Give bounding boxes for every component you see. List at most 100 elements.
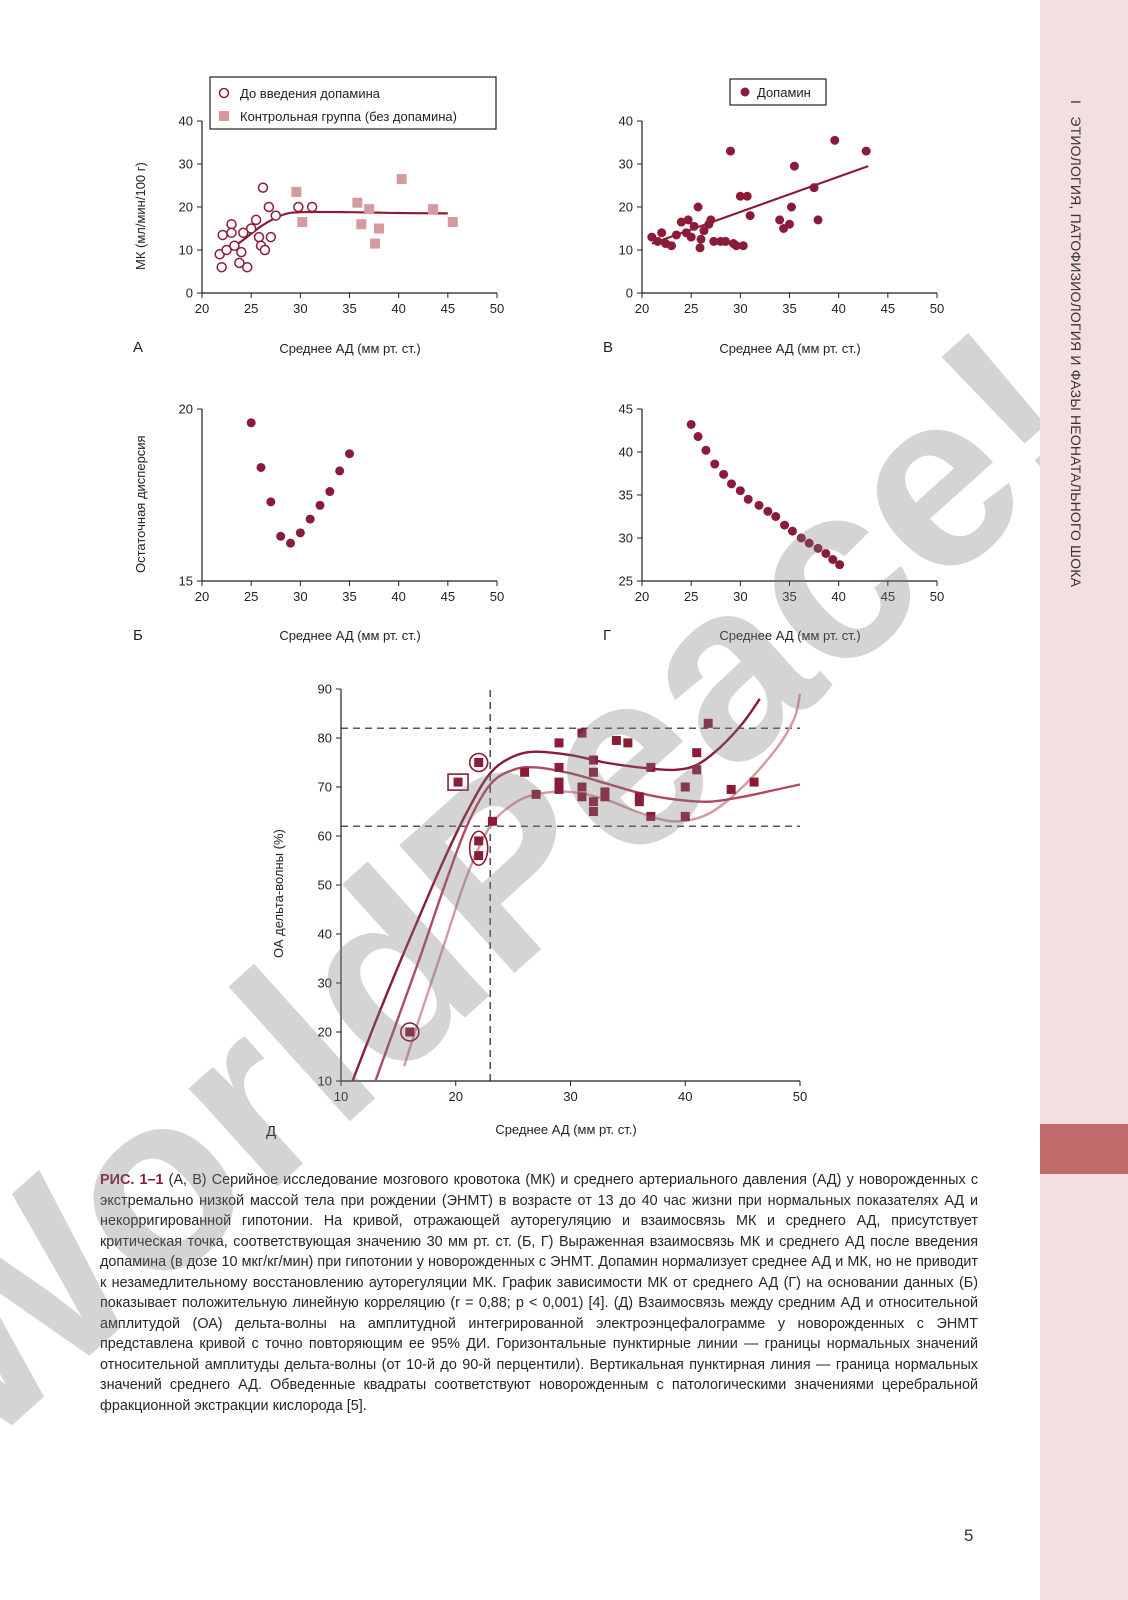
legend-square-marker [219,111,229,121]
panel-be-ylabel: Остаточная дисперсия [133,435,148,573]
panel-b-dopamine-point [742,191,752,201]
panel-a-control-point [428,204,439,215]
panel-b-y-tick-label: 40 [619,114,633,129]
panel-a-chart: 20 25 30 35 40 45 50 0 10 20 30 40 [179,114,505,317]
panel-b-dopamine-point [699,226,709,236]
panel-b-dopamine-point [657,228,667,238]
legend-filled-circle-marker [740,87,750,97]
panel-a-before-dopamine-point [306,201,318,213]
panel-a-legend: До введения допамина Контрольная группа … [209,76,497,130]
panel-b-x-tick-label: 35 [782,301,796,316]
panel-ge-y-tick-label: 25 [619,574,633,589]
panel-de-letter: Д [266,1123,276,1140]
panel-ge-point [754,500,764,510]
panel-be-x-tick-label: 25 [244,589,258,604]
legend-label-before-dopamine: До введения допамина [240,86,381,101]
panel-be-letter: Б [133,627,143,644]
panel-de-point [453,777,463,787]
panel-ge-y-tick-label: 40 [619,445,633,460]
panel-b-y-tick-label: 30 [619,157,633,172]
panel-b-dopamine-point [861,146,871,156]
panel-ge-x-tick-label: 35 [782,589,796,604]
panel-de-point [588,807,598,816]
panel-ge-x-tick-label: 25 [684,589,698,604]
panel-a-letter: А [133,339,143,356]
panel-de-y-tick-label: 40 [318,927,332,942]
panel-a-before-dopamine-point [259,244,271,256]
panel-a-y-tick-label: 40 [179,114,193,129]
panel-ge-point [796,533,806,543]
panel-a-fit-line [221,210,448,256]
panel-b-fit-line [651,165,869,245]
panel-a-y-tick-label: 10 [179,243,193,258]
panel-de-point [554,784,564,794]
panel-a-control-point [356,219,367,230]
panel-ge-y-tick-label: 45 [619,402,633,417]
panel-ge-point [804,538,814,548]
panel-ge-point [693,432,703,442]
panel-de-point [474,758,484,767]
panel-be-point [256,462,266,472]
panel-de-highlight-circle [468,752,489,773]
panel-ge-point [735,486,745,496]
panel-a-ylabel: МК (мл/мин/100 г) [133,162,148,270]
panel-ge-point [828,555,838,564]
panel-b-legend: Допамин [729,78,827,106]
section-number: I [1068,100,1084,105]
panel-be-point [266,497,276,507]
legend-open-circle-marker [218,87,230,99]
panel-be-point [286,538,295,548]
panel-de-point [623,738,633,748]
panel-de-point [487,816,497,826]
panel-de-xlabel: Среднее АД (мм рт. ст.) [495,1122,636,1137]
panel-de-y-tick-label: 80 [318,731,332,746]
panel-b-dopamine-point [683,215,693,225]
panel-de-x-tick-label: 40 [678,1089,692,1104]
panel-be-x-tick-label: 35 [342,589,356,604]
sidebar-tab-marker [1040,1124,1128,1174]
panel-b-xlabel: Среднее АД (мм рт. ст.) [719,341,860,356]
panel-a-before-dopamine-point [217,229,228,241]
panel-de-point [474,851,484,861]
panel-b-dopamine-point [676,217,686,227]
panel-be-y-tick-label: 15 [179,574,193,589]
panel-de-y-tick-label: 30 [318,976,332,991]
panel-a-before-dopamine-point [236,246,247,258]
panel-be-x-tick-label: 50 [490,589,504,604]
panel-de-point [749,777,759,787]
panel-a-control-point [297,217,308,228]
panel-ge-x-tick-label: 40 [831,589,845,604]
panel-de-point [634,792,644,802]
panel-de-highlight-circle [400,1022,420,1042]
panel-a-before-dopamine-point [245,223,257,234]
panel-be-point [335,466,345,476]
panel-b-dopamine-point [738,241,748,251]
panel-a-before-dopamine-point [238,227,249,239]
panel-a-x-tick-label: 50 [490,301,504,316]
panel-de-point [577,728,587,738]
panel-b-dopamine-point [667,241,676,251]
panel-ge-point [771,512,781,521]
panel-a-control-point [370,238,381,249]
panel-de-point [600,787,610,797]
panel-de-point [588,767,598,777]
panel-de-y-tick-label: 70 [318,780,332,795]
panel-ge-point [787,526,797,536]
panel-be-x-tick-label: 45 [441,589,455,604]
panel-de-y-tick-label: 50 [318,878,332,893]
figure-caption: РИС. 1–1 (А, В) Серийное исследование мо… [100,1170,978,1416]
panel-a-control-point [374,223,384,234]
panel-ge-point [835,560,845,570]
panel-a-before-dopamine-point [293,201,304,213]
section-sidebar [1040,0,1128,1600]
panel-a-before-dopamine-point [221,244,232,256]
panel-b-dopamine-point [830,135,840,145]
panel-a-before-dopamine-point [265,231,277,243]
panel-a-before-dopamine-point [226,218,237,230]
panel-ge-letter: Г [603,627,611,644]
panel-de-point [680,782,690,792]
panel-b-dopamine-point [735,191,745,201]
section-header: I ЭТИОЛОГИЯ, ПАТОФИЗИОЛОГИЯ И ФАЗЫ НЕОНА… [1068,100,1084,587]
